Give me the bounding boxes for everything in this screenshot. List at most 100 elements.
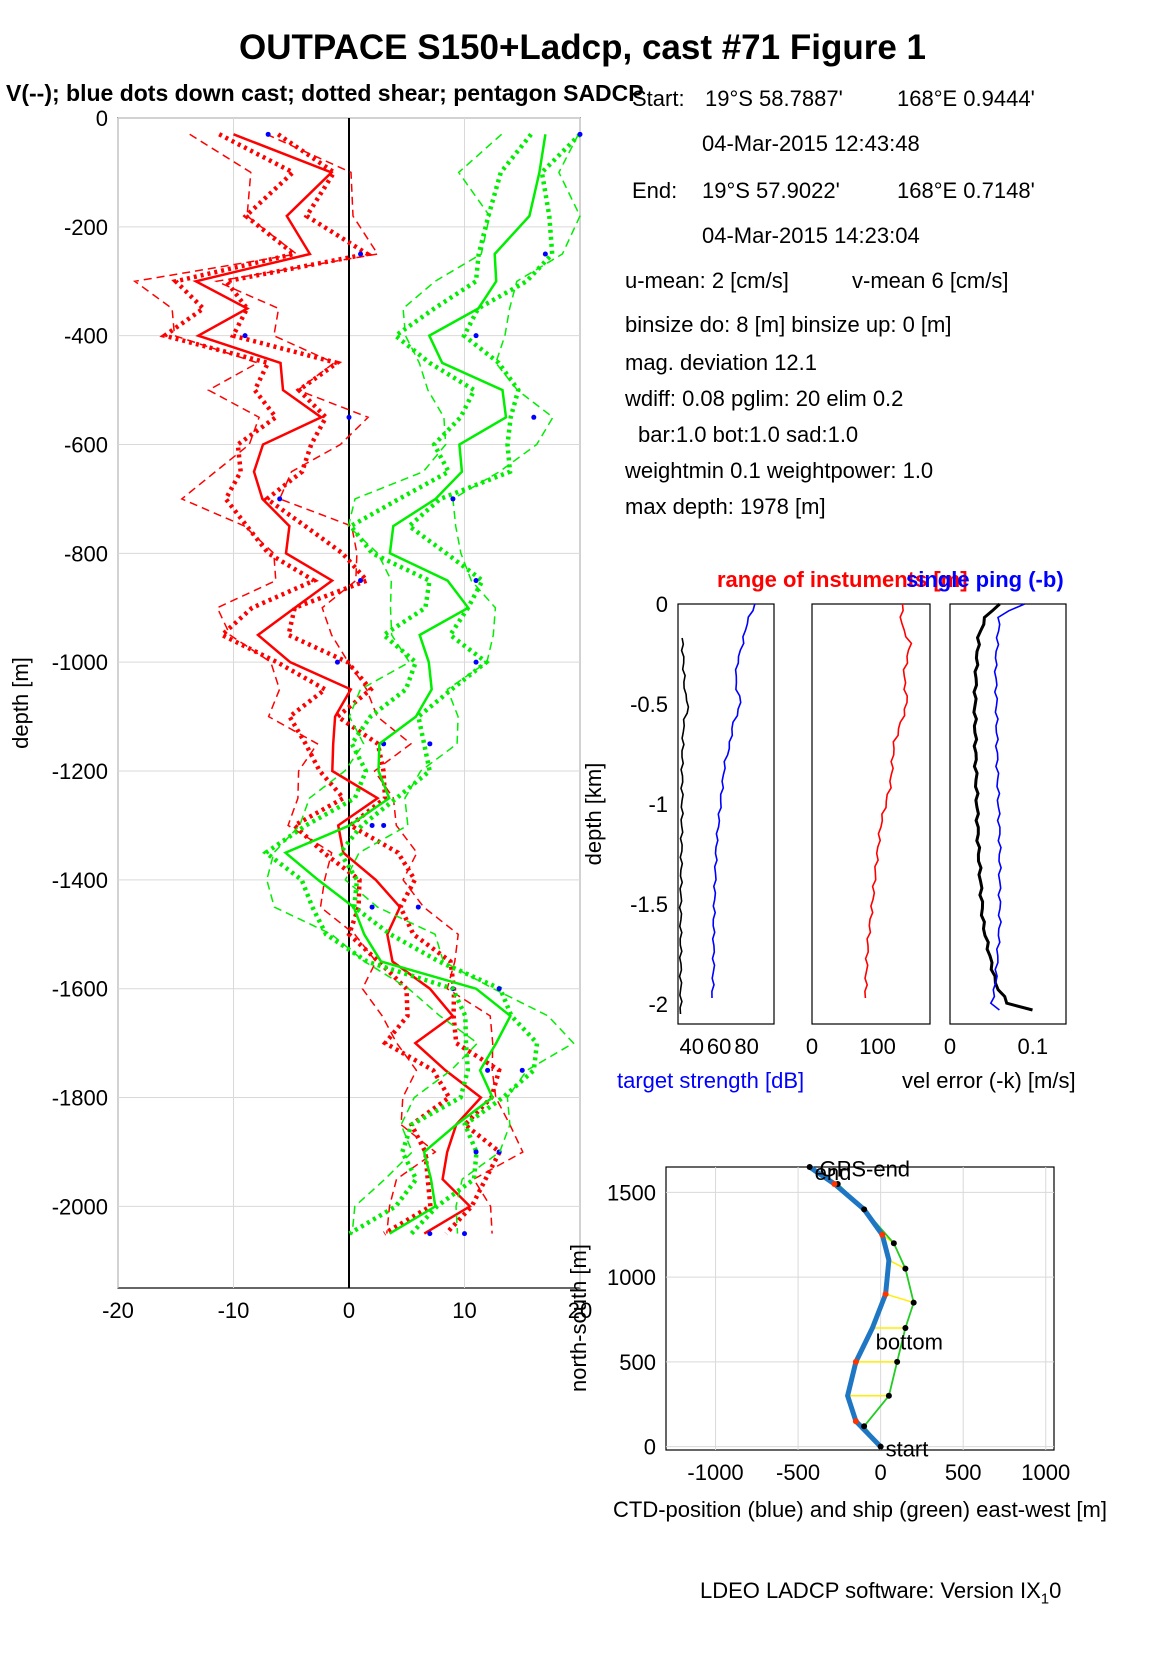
footer-end: 0 [1049, 1578, 1062, 1603]
track-label: GPS-end [820, 1157, 911, 1182]
track-ytick-label: 500 [619, 1350, 656, 1375]
wdiff: wdiff: 0.08 pglim: 20 elim 0.2 [625, 386, 904, 411]
small-ytick-label: 0 [656, 592, 668, 617]
small-ytick-label: -0.5 [630, 692, 668, 717]
weight: weightmin 0.1 weightpower: 1.0 [625, 458, 934, 483]
downcast-dot [485, 1067, 491, 1073]
downcast-dot [242, 333, 248, 339]
end-lat: 19°S 57.9022' [702, 178, 840, 203]
figure-title: OUTPACE S150+Ladcp, cast #71 Figure 1 [239, 28, 926, 67]
ship-position-dot [877, 1443, 884, 1450]
track-xtick-label: -500 [776, 1460, 820, 1485]
downcast-dot [519, 1067, 525, 1073]
velocity-v-line [337, 132, 582, 1236]
velocity-series [132, 131, 583, 1237]
single-ping-title: single ping (-b) [906, 567, 1064, 592]
downcast-dot [473, 659, 479, 665]
track-ytick-label: 0 [644, 1435, 656, 1460]
track-plot: -1000 -500 0 500 1000 0 500 1000 1500 start bottom… [566, 1157, 1107, 1522]
velocity-ytick-label: -1000 [52, 650, 108, 675]
small-ytick-label: -1.5 [630, 892, 668, 917]
velocity-u-line [213, 133, 524, 1234]
ctd-position-dot [852, 1358, 859, 1365]
velocity-xtick-label: -10 [218, 1298, 250, 1323]
small-k-line [972, 602, 1033, 1012]
vel-error-plot-frame [949, 603, 1067, 1025]
small-xtick-label: 100 [859, 1034, 896, 1059]
range-title: range of instuments [m] [717, 567, 968, 592]
velocity-profile-plot: -20 -10 0 10 20 0 -200 -400 -600 -800 -1000 -1200 -1… [8, 106, 592, 1323]
ctd-position-dot [882, 1291, 889, 1298]
start-label: Start: [632, 86, 685, 111]
ship-position-dot [902, 1265, 909, 1272]
velocity-v-line [266, 133, 503, 1234]
small-ts-line [711, 603, 756, 999]
footer-subscript: 1 [1040, 1590, 1050, 1608]
downcast-dot [358, 251, 364, 257]
small-xtick-label: 0.1 [1018, 1034, 1049, 1059]
ship-position-dot [894, 1358, 901, 1365]
ship-position-dot [910, 1299, 917, 1306]
small-xtick-label: 0 [806, 1034, 818, 1059]
range-plot: 0 100 [806, 603, 931, 1059]
vel-error-plot: 0 0.1 vel error (-k) [m/s] [902, 602, 1076, 1093]
downcast-dot [369, 822, 375, 828]
downcast-dot [496, 986, 502, 992]
track-xlabel: CTD-position (blue) and ship (green) eas… [613, 1497, 1107, 1522]
velocity-ytick-label: -1600 [52, 977, 108, 1002]
start-lon: 168°E 0.9444' [897, 86, 1035, 111]
ship-position-dot [885, 1392, 892, 1399]
bar-bot-sad: bar:1.0 bot:1.0 sad:1.0 [638, 422, 859, 447]
track-xtick-label: 0 [875, 1460, 887, 1485]
track-xtick-label: -1000 [687, 1460, 743, 1485]
ctd-position-dot [852, 1418, 859, 1425]
track-link [885, 1293, 914, 1304]
end-label: End: [632, 178, 678, 203]
track-label: end [815, 1160, 852, 1185]
ts-plot-frame [677, 603, 775, 1025]
ts-ylabel: depth [km] [581, 763, 606, 866]
small-b-line [989, 603, 1025, 1011]
small-xtick-label: 0 [944, 1034, 956, 1059]
ship-position-dot [806, 1164, 813, 1170]
range-plot-frame [811, 603, 931, 1025]
velocity-ytick-label: 0 [96, 106, 108, 131]
downcast-dot [415, 904, 421, 910]
velocity-ytick-label: -400 [64, 324, 108, 349]
track-link [888, 1259, 906, 1270]
track-xtick-label: 500 [945, 1460, 982, 1485]
velocity-v-line [262, 132, 533, 1236]
max-depth: max depth: 1978 [m] [625, 494, 826, 519]
track-ytick-label: 1500 [607, 1180, 656, 1205]
velocity-ytick-label: -1400 [52, 868, 108, 893]
ctd-position-dot [879, 1231, 886, 1238]
downcast-dot [542, 251, 548, 257]
velocity-xtick-label: 20 [568, 1298, 592, 1323]
ship-position-dot [902, 1324, 909, 1331]
downcast-dot [577, 131, 583, 137]
downcast-dot [358, 578, 364, 584]
velocity-ylabel: depth [m] [8, 657, 33, 749]
downcast-dot [427, 1231, 433, 1237]
downcast-dot [277, 496, 283, 502]
small-xtick-label: 80 [734, 1034, 758, 1059]
velocity-ytick-label: -800 [64, 541, 108, 566]
velocity-ytick-label: -600 [64, 433, 108, 458]
downcast-dot [334, 659, 340, 665]
downcast-dot [462, 1231, 467, 1237]
small-xtick-label: 40 [679, 1034, 703, 1059]
velocity-ticks: -20 -10 0 10 20 0 -200 -400 -600 -800 -1000 -1200 -1… [52, 106, 593, 1323]
ship-position-dot [861, 1206, 868, 1213]
v-mean: v-mean 6 [cm/s] [852, 268, 1009, 293]
downcast-dot [346, 414, 352, 420]
ship-position-dot [890, 1240, 897, 1247]
start-time: 04-Mar-2015 12:43:48 [702, 131, 920, 156]
small-ytick-label: -2 [648, 992, 668, 1017]
downcast-dot [473, 333, 479, 339]
u-mean: u-mean: 2 [cm/s] [625, 268, 789, 293]
velocity-ytick-label: -1200 [52, 759, 108, 784]
downcast-dot [369, 904, 375, 910]
downcast-dot [450, 496, 456, 502]
target-strength-plot: 40 60 80 0 -0.5 -1 -1.5 -2 depth [km] target st… [581, 592, 804, 1093]
